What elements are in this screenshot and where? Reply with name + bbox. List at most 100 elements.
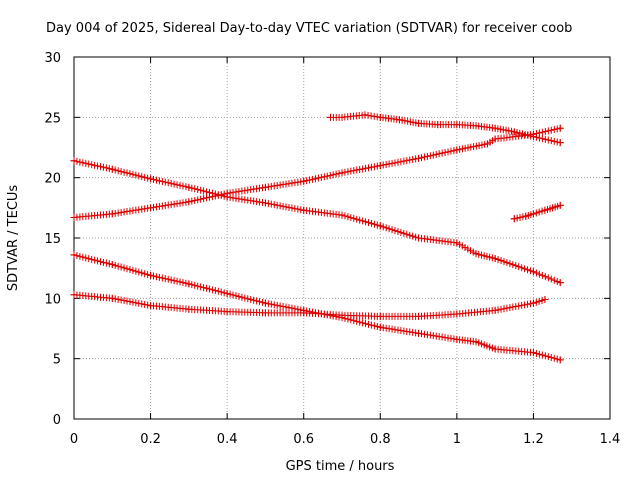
data-point bbox=[556, 139, 564, 147]
data-point bbox=[415, 312, 423, 320]
data-point bbox=[491, 124, 499, 132]
data-point bbox=[300, 177, 308, 185]
marker-trail bbox=[510, 201, 564, 223]
data-point bbox=[556, 201, 564, 209]
data-point bbox=[434, 121, 442, 129]
data-point bbox=[185, 280, 193, 288]
data-point bbox=[453, 310, 461, 318]
data-point bbox=[453, 146, 461, 154]
data-point bbox=[223, 290, 231, 298]
x-tick-label: 0.6 bbox=[293, 432, 314, 447]
series-trace-1 bbox=[70, 157, 564, 287]
y-tick-label: 15 bbox=[44, 232, 61, 247]
data-point bbox=[376, 312, 384, 320]
data-point bbox=[491, 306, 499, 314]
data-point bbox=[415, 234, 423, 242]
chart-title: Day 004 of 2025, Sidereal Day-to-day VTE… bbox=[46, 21, 572, 36]
marker-trail bbox=[70, 291, 549, 320]
data-point bbox=[185, 198, 193, 206]
y-tick-label: 10 bbox=[44, 292, 61, 307]
data-point bbox=[108, 165, 116, 173]
data-point bbox=[453, 239, 461, 247]
data-point bbox=[147, 271, 155, 279]
data-point bbox=[510, 128, 518, 136]
data-point bbox=[338, 113, 346, 121]
marker-trail bbox=[327, 111, 564, 147]
data-point bbox=[549, 204, 557, 212]
data-point bbox=[472, 338, 480, 346]
data-point bbox=[361, 111, 369, 119]
y-tick-label: 25 bbox=[44, 111, 61, 126]
data-point bbox=[261, 309, 269, 317]
y-tick-label: 0 bbox=[53, 413, 61, 428]
series-trace-4 bbox=[70, 291, 549, 320]
data-point bbox=[223, 308, 231, 316]
data-point bbox=[556, 124, 564, 132]
series-trace-5 bbox=[327, 111, 564, 147]
data-point bbox=[70, 213, 78, 221]
x-axis-label: GPS time / hours bbox=[286, 459, 395, 474]
series-trace-2 bbox=[70, 124, 564, 221]
data-point bbox=[338, 211, 346, 219]
x-tick-label: 0.8 bbox=[370, 432, 391, 447]
data-point bbox=[108, 261, 116, 269]
y-tick-label: 30 bbox=[44, 51, 61, 66]
data-point bbox=[185, 305, 193, 313]
data-point bbox=[510, 215, 518, 223]
data-point bbox=[376, 323, 384, 331]
data-point bbox=[541, 296, 549, 304]
data-point bbox=[395, 116, 403, 124]
data-point bbox=[491, 135, 499, 143]
data-point bbox=[300, 206, 308, 214]
y-tick-label: 5 bbox=[53, 353, 61, 368]
data-point bbox=[300, 309, 308, 317]
data-point bbox=[472, 250, 480, 258]
axis-ticks bbox=[73, 56, 611, 420]
data-point bbox=[453, 335, 461, 343]
data-point bbox=[415, 329, 423, 337]
x-tick-label: 0.2 bbox=[140, 432, 161, 447]
x-tick-label: 1.2 bbox=[523, 432, 544, 447]
data-point bbox=[376, 162, 384, 170]
data-point bbox=[261, 299, 269, 307]
marker-trail bbox=[70, 157, 564, 287]
data-point bbox=[338, 169, 346, 177]
x-tick-label: 0 bbox=[70, 432, 78, 447]
data-point bbox=[453, 121, 461, 129]
x-tick-label: 1 bbox=[453, 432, 461, 447]
data-point bbox=[529, 299, 537, 307]
data-point bbox=[491, 345, 499, 353]
data-point bbox=[147, 204, 155, 212]
data-point bbox=[541, 206, 549, 214]
data-point bbox=[415, 119, 423, 127]
data-point bbox=[415, 154, 423, 162]
data-point bbox=[376, 113, 384, 121]
data-series bbox=[70, 111, 564, 364]
y-tick-label: 20 bbox=[44, 172, 61, 187]
data-point bbox=[556, 279, 564, 287]
data-point bbox=[223, 189, 231, 197]
data-point bbox=[147, 302, 155, 310]
y-tick-labels: 0 5 10 15 20 25 30 bbox=[44, 51, 61, 428]
data-point bbox=[376, 222, 384, 230]
data-point bbox=[338, 311, 346, 319]
data-point bbox=[472, 122, 480, 130]
x-tick-label: 0.4 bbox=[217, 432, 238, 447]
data-point bbox=[108, 294, 116, 302]
data-point bbox=[185, 183, 193, 191]
data-point bbox=[529, 133, 537, 141]
x-tick-labels: 0 0.2 0.4 0.6 0.8 1 1.2 1.4 bbox=[70, 432, 620, 447]
x-tick-label: 1.4 bbox=[600, 432, 621, 447]
data-point bbox=[483, 140, 491, 148]
series-trace-6 bbox=[510, 201, 564, 223]
data-point bbox=[556, 356, 564, 364]
y-axis-label: SDTVAR / TECUs bbox=[6, 185, 21, 292]
data-point bbox=[491, 255, 499, 263]
data-point bbox=[529, 268, 537, 276]
data-point bbox=[261, 199, 269, 207]
data-point bbox=[70, 291, 78, 299]
data-point bbox=[522, 212, 530, 220]
grid-lines bbox=[74, 57, 610, 419]
data-point bbox=[529, 349, 537, 357]
